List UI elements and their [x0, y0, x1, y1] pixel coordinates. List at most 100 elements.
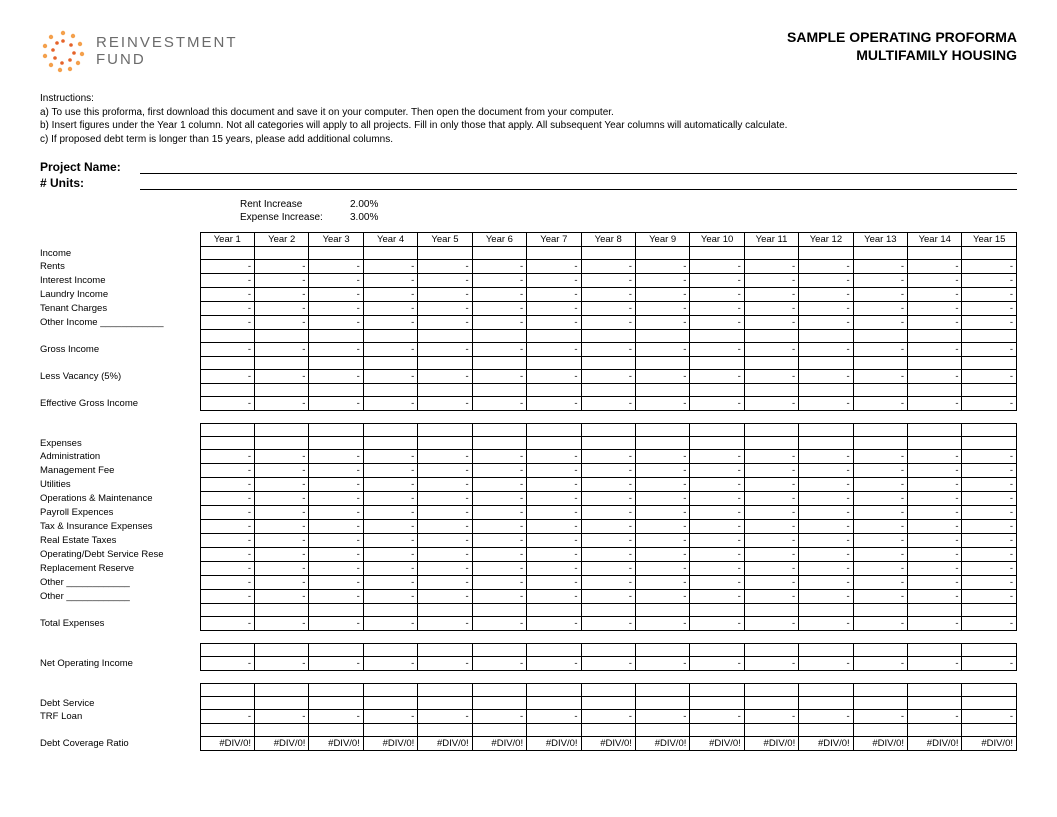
data-cell[interactable] — [908, 437, 962, 450]
data-cell[interactable] — [363, 697, 417, 710]
data-cell[interactable] — [635, 384, 689, 397]
data-cell[interactable]: - — [363, 548, 417, 562]
data-cell[interactable]: - — [635, 370, 689, 384]
data-cell[interactable]: - — [744, 343, 798, 357]
data-cell[interactable] — [418, 644, 472, 657]
data-cell[interactable] — [744, 330, 798, 343]
data-cell[interactable] — [527, 437, 581, 450]
data-cell[interactable] — [255, 424, 309, 437]
data-cell[interactable] — [635, 684, 689, 697]
data-cell[interactable]: - — [853, 260, 907, 274]
data-cell[interactable]: - — [690, 288, 744, 302]
data-cell[interactable]: - — [690, 274, 744, 288]
data-cell[interactable]: - — [962, 590, 1017, 604]
data-cell[interactable] — [908, 384, 962, 397]
data-cell[interactable]: - — [962, 506, 1017, 520]
data-cell[interactable]: - — [908, 617, 962, 631]
data-cell[interactable]: - — [309, 302, 363, 316]
data-cell[interactable] — [635, 330, 689, 343]
data-cell[interactable]: - — [200, 274, 254, 288]
data-cell[interactable] — [418, 437, 472, 450]
data-cell[interactable]: - — [309, 534, 363, 548]
data-cell[interactable] — [690, 644, 744, 657]
data-cell[interactable]: - — [309, 464, 363, 478]
data-cell[interactable]: - — [309, 576, 363, 590]
data-cell[interactable]: - — [527, 590, 581, 604]
data-cell[interactable]: - — [309, 520, 363, 534]
data-cell[interactable] — [962, 604, 1017, 617]
data-cell[interactable]: #DIV/0! — [363, 737, 417, 751]
data-cell[interactable]: - — [363, 478, 417, 492]
data-cell[interactable] — [472, 384, 526, 397]
data-cell[interactable] — [690, 424, 744, 437]
data-cell[interactable]: - — [853, 274, 907, 288]
data-cell[interactable] — [908, 357, 962, 370]
data-cell[interactable]: - — [853, 370, 907, 384]
data-cell[interactable]: - — [255, 343, 309, 357]
data-cell[interactable]: - — [309, 370, 363, 384]
data-cell[interactable]: - — [853, 520, 907, 534]
data-cell[interactable] — [309, 424, 363, 437]
data-cell[interactable]: - — [472, 302, 526, 316]
data-cell[interactable]: - — [418, 302, 472, 316]
data-cell[interactable]: - — [418, 520, 472, 534]
data-cell[interactable] — [581, 357, 635, 370]
data-cell[interactable]: - — [908, 274, 962, 288]
data-cell[interactable] — [690, 384, 744, 397]
data-cell[interactable]: - — [200, 548, 254, 562]
data-cell[interactable]: - — [527, 343, 581, 357]
data-cell[interactable]: - — [527, 302, 581, 316]
data-cell[interactable]: - — [744, 590, 798, 604]
data-cell[interactable]: - — [853, 492, 907, 506]
data-cell[interactable]: - — [363, 316, 417, 330]
data-cell[interactable]: - — [581, 492, 635, 506]
data-cell[interactable] — [690, 697, 744, 710]
data-cell[interactable]: - — [363, 370, 417, 384]
data-cell[interactable] — [527, 604, 581, 617]
data-cell[interactable] — [418, 330, 472, 343]
project-name-input[interactable] — [140, 160, 1017, 174]
data-cell[interactable] — [744, 644, 798, 657]
data-cell[interactable]: - — [255, 520, 309, 534]
data-cell[interactable]: - — [309, 260, 363, 274]
data-cell[interactable] — [962, 384, 1017, 397]
data-cell[interactable]: - — [690, 397, 744, 411]
data-cell[interactable]: - — [255, 506, 309, 520]
data-cell[interactable]: - — [472, 450, 526, 464]
data-cell[interactable]: - — [363, 464, 417, 478]
data-cell[interactable]: - — [853, 506, 907, 520]
data-cell[interactable] — [255, 684, 309, 697]
data-cell[interactable]: - — [418, 710, 472, 724]
data-cell[interactable]: - — [744, 520, 798, 534]
data-cell[interactable]: - — [581, 590, 635, 604]
data-cell[interactable]: - — [690, 370, 744, 384]
data-cell[interactable]: - — [363, 506, 417, 520]
data-cell[interactable]: - — [635, 710, 689, 724]
data-cell[interactable]: - — [527, 397, 581, 411]
data-cell[interactable]: - — [255, 492, 309, 506]
data-cell[interactable]: - — [581, 302, 635, 316]
data-cell[interactable] — [581, 330, 635, 343]
data-cell[interactable]: - — [472, 343, 526, 357]
data-cell[interactable]: - — [309, 450, 363, 464]
data-cell[interactable]: - — [744, 478, 798, 492]
data-cell[interactable] — [255, 357, 309, 370]
data-cell[interactable] — [472, 644, 526, 657]
data-cell[interactable]: - — [799, 590, 853, 604]
data-cell[interactable] — [744, 697, 798, 710]
data-cell[interactable]: - — [472, 548, 526, 562]
data-cell[interactable]: - — [690, 302, 744, 316]
data-cell[interactable] — [200, 384, 254, 397]
data-cell[interactable]: - — [853, 562, 907, 576]
data-cell[interactable]: - — [635, 478, 689, 492]
data-cell[interactable]: - — [581, 478, 635, 492]
data-cell[interactable] — [200, 424, 254, 437]
data-cell[interactable]: - — [581, 316, 635, 330]
data-cell[interactable]: - — [527, 288, 581, 302]
data-cell[interactable]: - — [472, 590, 526, 604]
data-cell[interactable] — [581, 684, 635, 697]
data-cell[interactable] — [472, 604, 526, 617]
data-cell[interactable]: - — [527, 710, 581, 724]
data-cell[interactable]: - — [309, 316, 363, 330]
data-cell[interactable]: - — [635, 288, 689, 302]
